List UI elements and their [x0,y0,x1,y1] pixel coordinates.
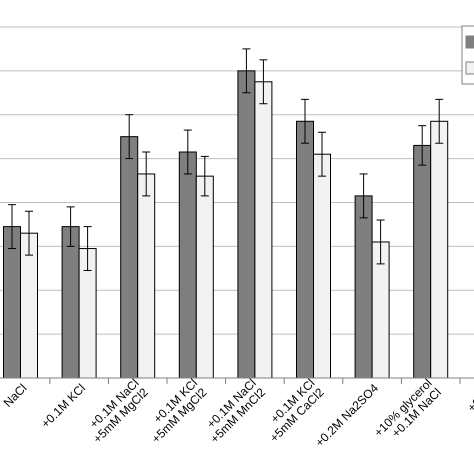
x-tick-labels: NaCl +0.1M KCl+0.1M NaCl+5mM MgCl2 +0.1M K… [1,376,474,450]
bar-series1-5 [296,120,314,379]
bar-series2-5 [313,153,331,379]
x-tick-label: +0.2M Na2SO4 [312,381,381,450]
bar-series2-7 [430,120,449,379]
bar-series1-4 [237,70,256,379]
x-tick-label: +0.1M KCl [38,381,88,431]
bar-series1-2 [120,136,139,379]
x-tick-label: NaCl [1,381,30,410]
bar-series2-4 [254,81,273,379]
x-tick-label: +0.1M KCl+5mM MgCl2 [140,376,210,446]
bar-series1-6 [354,195,373,379]
x-tick-label: +0.1M NaCl+5mM MgCl2 [81,376,151,446]
legend-box [461,25,474,85]
x-axis [0,377,474,384]
bar-series1-3 [178,151,197,379]
bar-series1-1 [61,226,80,379]
x-tick-label: +0.1M NaCl+5mM MnCl2 [198,376,268,446]
error-bars [8,48,444,271]
bar-series2-3 [195,175,214,379]
bar-series1-7 [413,144,432,379]
bar-series1-0 [3,226,21,379]
bar-series2-2 [137,173,156,379]
legend-swatch-series2 [465,61,474,75]
legend [461,25,474,85]
x-tick-label: +10% glycerol+0.1M NaCl [371,376,444,449]
x-tick-label: +0.5M [465,381,474,415]
legend-swatch-series1 [465,35,474,49]
